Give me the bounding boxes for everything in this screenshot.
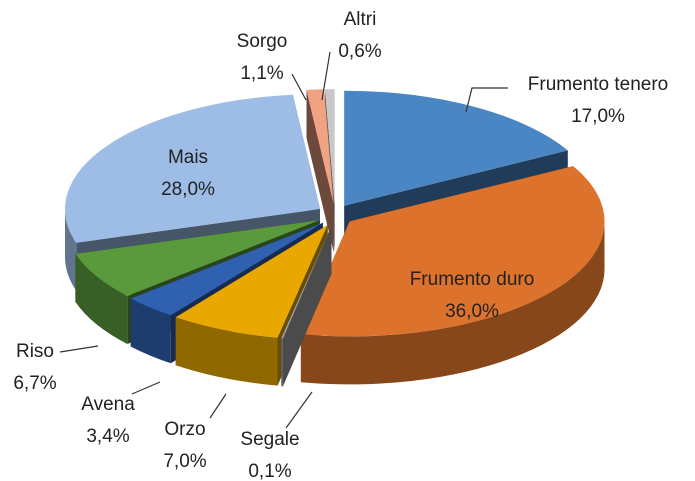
slice <box>306 89 334 253</box>
slice-label: Sorgo <box>237 31 288 52</box>
slice-top <box>281 225 332 339</box>
slice <box>281 225 332 387</box>
slice-wall <box>175 317 278 386</box>
slice-wall <box>130 298 171 364</box>
slice-value-label: 6,7% <box>13 373 56 394</box>
slice-wall <box>300 221 605 385</box>
leader-line <box>465 87 508 113</box>
slice-label: Orzo <box>164 419 205 440</box>
slice-value-label: 28,0% <box>161 179 215 200</box>
leader-line <box>209 393 227 419</box>
slice-side <box>306 89 334 253</box>
slice-top <box>325 89 335 205</box>
slice-top <box>175 224 328 338</box>
slice <box>300 166 605 385</box>
leader-line <box>291 73 307 101</box>
slice-label: Avena <box>81 394 135 415</box>
slice-top <box>344 90 568 206</box>
slice-value-label: 7,0% <box>163 451 206 472</box>
slice-label: Mais <box>168 147 208 168</box>
slice-label: Segale <box>240 429 299 450</box>
slice-label: Riso <box>16 341 54 362</box>
slice-value-label: 1,1% <box>240 63 283 84</box>
slice-value-label: 0,6% <box>338 41 381 62</box>
leader-line <box>285 391 313 429</box>
slice-wall <box>65 209 77 291</box>
slice-wall <box>281 338 283 387</box>
slice-value-label: 17,0% <box>571 106 625 127</box>
slice-value-label: 3,4% <box>86 426 129 447</box>
slice-wall <box>75 253 128 344</box>
slice-label: Frumento duro <box>410 269 535 290</box>
slice-top <box>75 220 320 296</box>
slice-value-label: 36,0% <box>445 301 499 322</box>
leader-line <box>59 345 99 353</box>
slice-value-label: 0,1% <box>248 461 291 481</box>
leader-line <box>131 381 161 395</box>
slice-side <box>281 225 332 387</box>
slice-top <box>306 89 334 205</box>
slice-top <box>300 166 605 337</box>
slice-label: Altri <box>344 9 377 30</box>
slice-top <box>65 94 320 243</box>
slice-top <box>130 222 323 316</box>
leader-line <box>321 51 331 101</box>
slice-label: Frumento tenero <box>528 74 668 95</box>
slice <box>175 224 328 386</box>
